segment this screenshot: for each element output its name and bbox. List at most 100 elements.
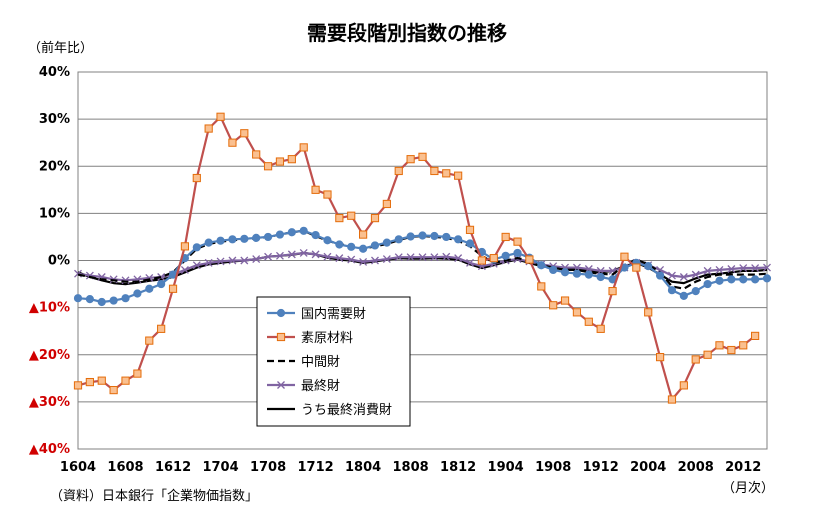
data-point	[97, 376, 106, 385]
data-point	[679, 381, 688, 390]
data-point	[382, 255, 391, 264]
data-point	[679, 273, 688, 281]
data-point	[109, 385, 118, 395]
grid-lines	[77, 71, 768, 450]
data-point	[596, 324, 605, 333]
data-point	[537, 261, 546, 270]
data-point	[691, 355, 700, 364]
data-point	[668, 271, 676, 280]
y-tick-label: 20%	[39, 159, 70, 174]
data-point	[275, 251, 284, 260]
data-point	[299, 143, 308, 152]
data-point	[216, 257, 225, 266]
data-point	[347, 242, 356, 251]
source-note: （資料）日本銀行「企業物価指数」	[50, 488, 258, 504]
x-tick-label: 1704	[202, 460, 238, 475]
data-point	[347, 255, 356, 264]
data-point	[418, 253, 427, 262]
data-point	[727, 275, 736, 284]
data-point	[489, 254, 498, 263]
data-point	[204, 124, 213, 133]
data-point	[359, 230, 368, 239]
data-point	[287, 250, 296, 259]
data-point	[679, 291, 688, 300]
legend-label: うち最終消費財	[301, 402, 392, 418]
data-point	[335, 254, 344, 263]
data-point	[323, 236, 332, 245]
y-tick-label: 10%	[39, 206, 70, 221]
data-point	[299, 249, 308, 257]
data-point	[584, 317, 593, 326]
x-tick-label: 2008	[678, 460, 714, 475]
data-point	[596, 272, 605, 282]
y-tick-label: 30%	[39, 112, 70, 127]
data-point	[454, 171, 463, 180]
y-axis-ticks: 40% 30% 20% 10% 0% ▲10% ▲20% ▲30% ▲40%	[29, 65, 70, 457]
data-point	[430, 253, 439, 262]
x-tick-label: 1804	[345, 460, 381, 475]
x-tick-label: 1808	[393, 460, 429, 475]
data-point	[240, 256, 249, 265]
data-point	[228, 235, 237, 244]
data-point	[632, 263, 641, 272]
series-line	[77, 115, 756, 401]
data-point	[572, 308, 582, 317]
data-point	[560, 268, 570, 277]
data-point	[192, 173, 201, 183]
data-point	[133, 369, 142, 378]
data-point	[465, 225, 475, 234]
data-point	[133, 289, 142, 298]
data-point	[525, 255, 534, 264]
data-point	[121, 294, 130, 303]
data-point	[572, 269, 582, 278]
data-point	[442, 232, 451, 242]
x-axis-ticks: 1604 1608 1612 1704 1708 1712 1804 1808 1812 1904…	[60, 460, 761, 475]
series-1	[73, 112, 760, 404]
data-point	[418, 231, 427, 240]
data-point	[180, 265, 189, 274]
data-point	[430, 166, 439, 176]
data-point	[406, 232, 415, 241]
data-point	[667, 395, 677, 404]
legend-label: 国内需要財	[301, 306, 366, 322]
data-point	[252, 150, 261, 159]
series-0	[73, 226, 772, 307]
data-point	[204, 258, 213, 267]
data-point	[252, 255, 261, 264]
y-tick-label: 0%	[48, 254, 70, 269]
data-point	[406, 155, 415, 164]
data-point	[513, 237, 522, 246]
data-point	[751, 331, 760, 340]
data-point	[228, 138, 237, 147]
x-tick-label: 1912	[583, 460, 619, 475]
data-point	[691, 270, 700, 279]
data-point	[715, 276, 724, 285]
data-point	[145, 284, 154, 293]
x-tick-label: 2004	[630, 460, 666, 475]
legend-item: 中間財	[267, 355, 340, 370]
data-point	[501, 251, 510, 260]
data-point	[751, 264, 760, 272]
legend-item: 最終財	[267, 378, 340, 394]
data-point	[727, 265, 736, 273]
y-tick-label: ▲20%	[29, 348, 70, 363]
x-tick-label: 1812	[440, 460, 476, 475]
data-point	[73, 381, 83, 390]
data-point	[620, 252, 629, 261]
data-point	[691, 287, 700, 296]
data-point	[370, 213, 380, 223]
data-point	[275, 157, 285, 166]
data-point	[263, 162, 273, 171]
data-point	[715, 341, 724, 350]
data-point	[371, 256, 379, 265]
data-point	[157, 324, 166, 333]
y-tick-label: ▲10%	[29, 301, 70, 316]
data-point	[228, 256, 237, 265]
data-point	[323, 190, 332, 199]
x-tick-label: 1612	[155, 460, 191, 475]
data-point	[264, 252, 273, 261]
data-point	[454, 254, 463, 263]
data-point	[240, 129, 249, 138]
x-axis-label: （月次）	[722, 480, 774, 496]
